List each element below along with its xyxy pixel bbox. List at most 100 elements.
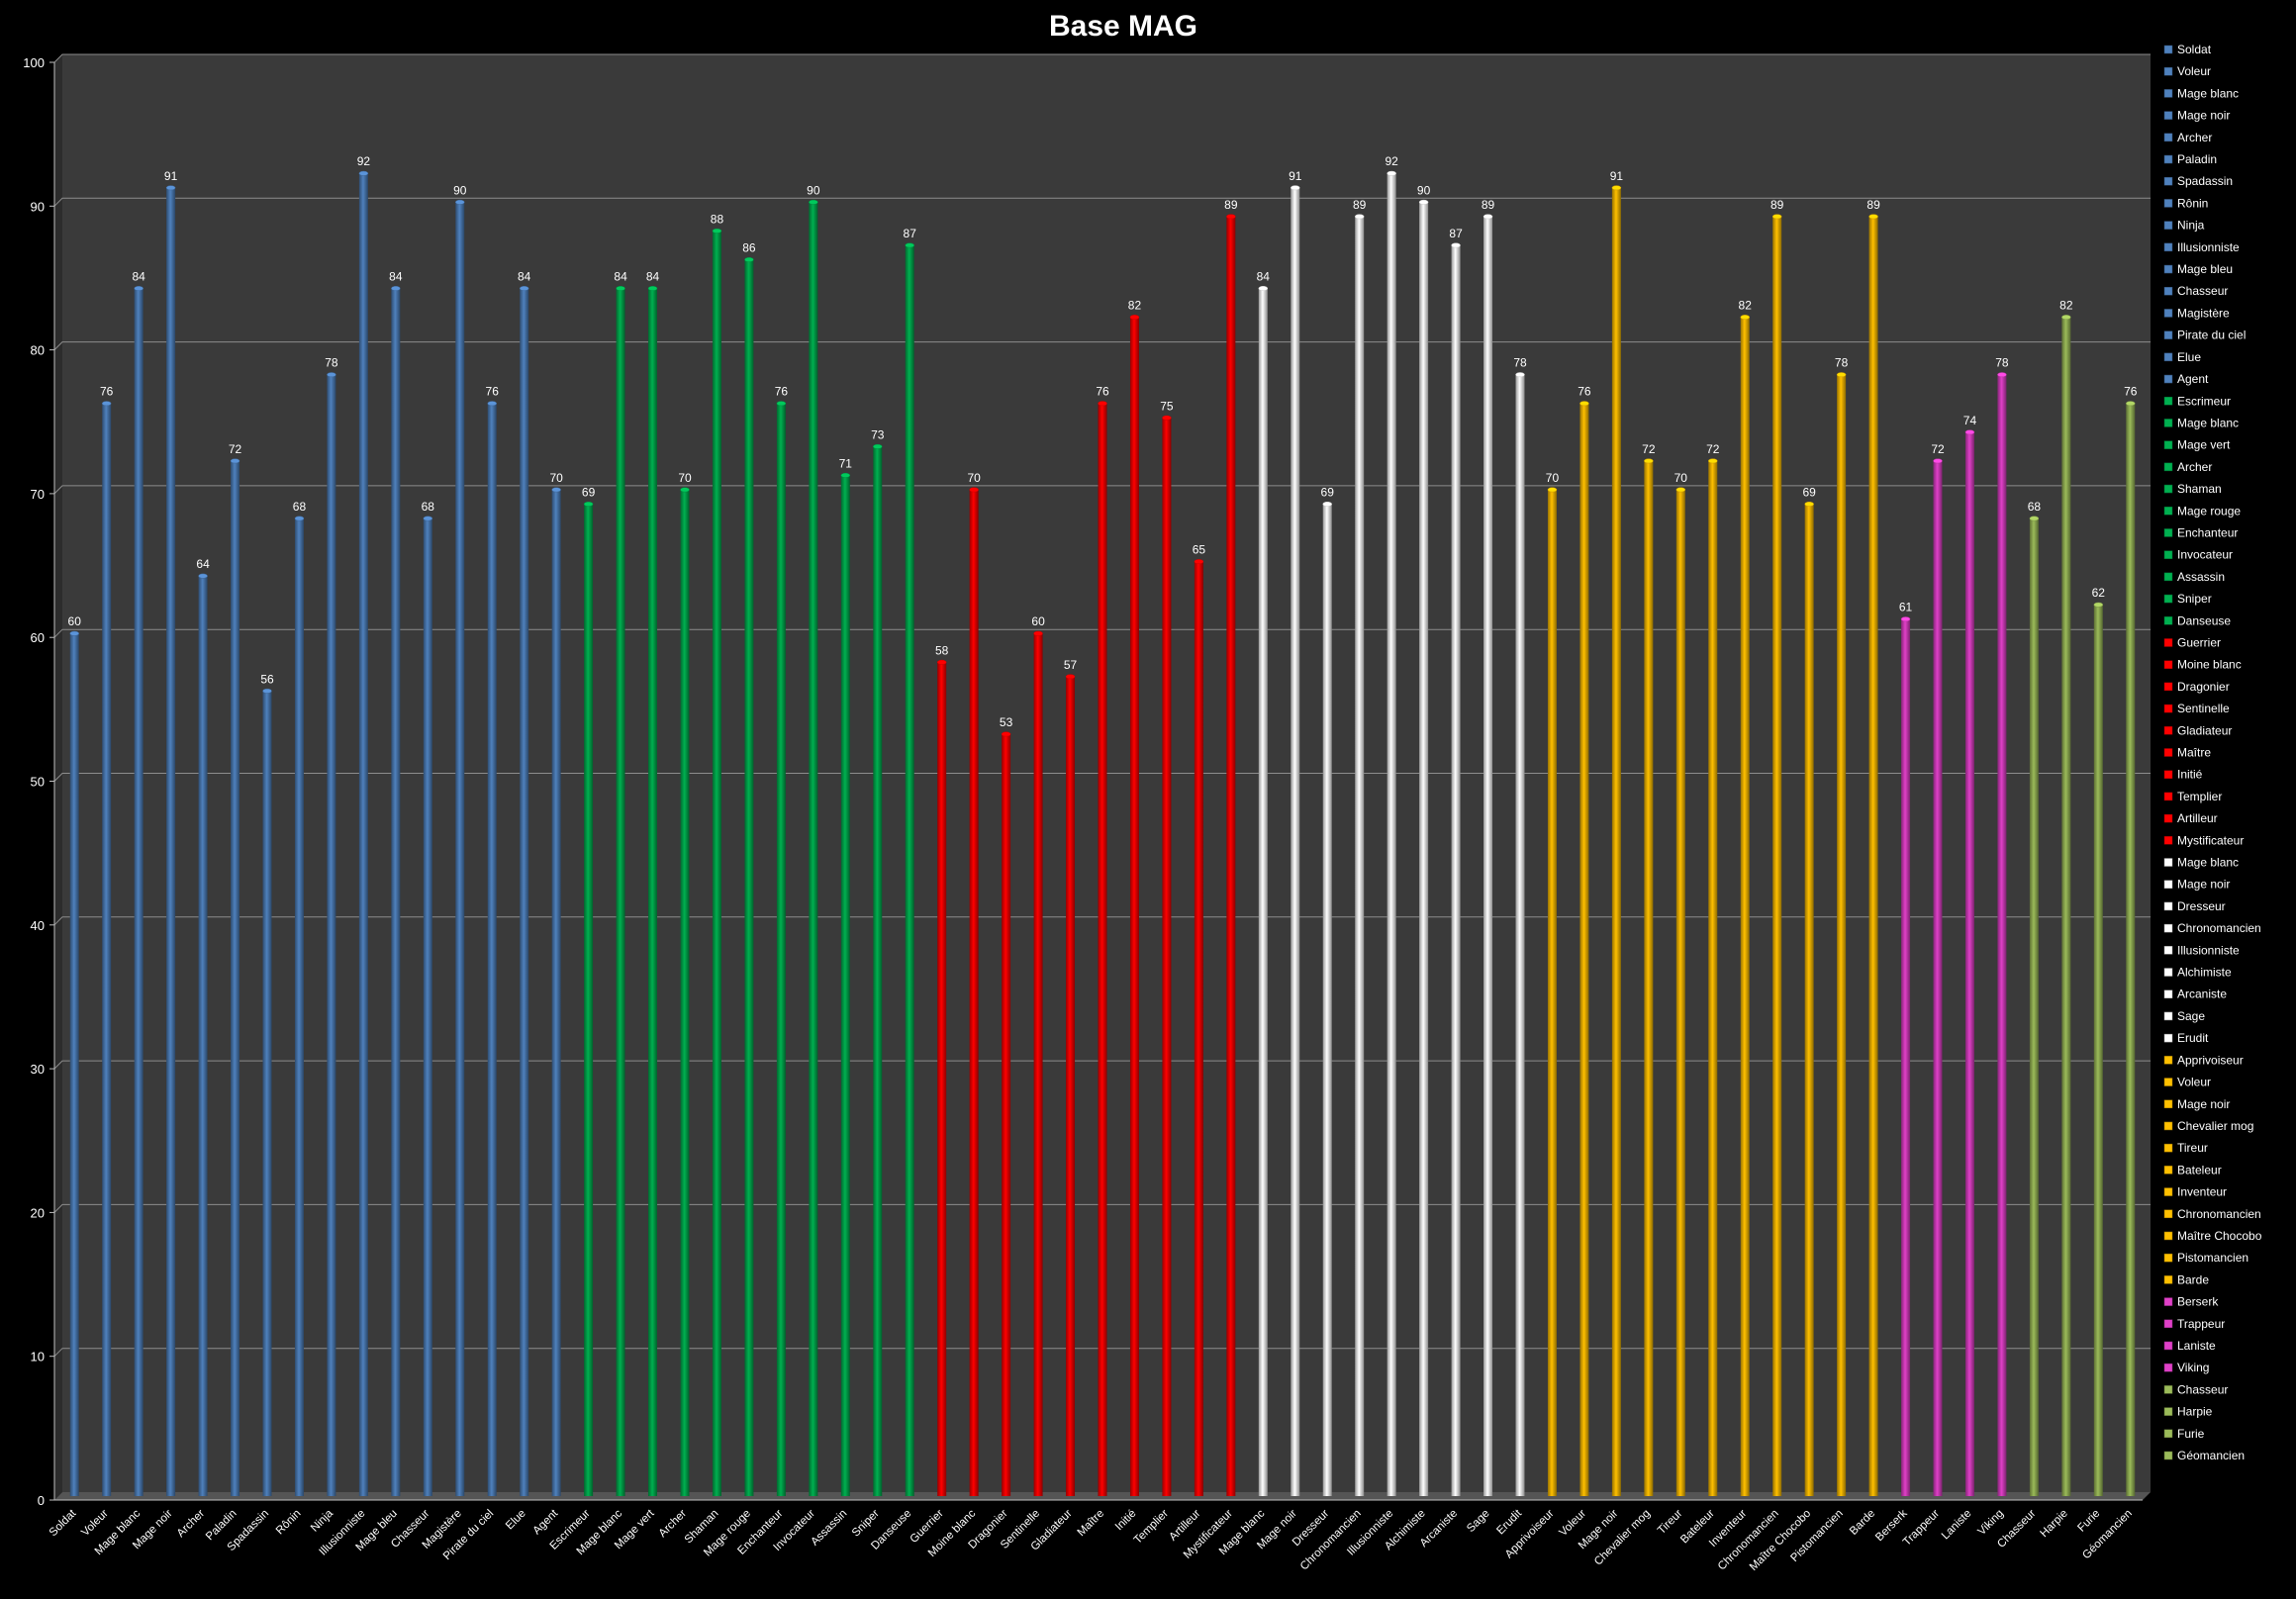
bar-cap: [1001, 731, 1011, 737]
legend-label: Elue: [2177, 350, 2201, 364]
legend-item: Paladin: [2163, 152, 2217, 166]
legend-label: Initié: [2177, 768, 2203, 782]
bar: 62: [2092, 586, 2105, 1496]
bar-cap: [776, 401, 787, 407]
bar-body: [1162, 418, 1172, 1496]
bar-value-label: 78: [1513, 356, 1527, 370]
bar-body: [969, 489, 979, 1496]
legend-item: Géomancien: [2163, 1449, 2245, 1462]
bar: 76: [775, 385, 788, 1497]
bar-cap: [1483, 214, 1493, 220]
y-tick-label: 50: [31, 775, 45, 790]
y-tick-label: 60: [31, 630, 45, 645]
bar-body: [1515, 374, 1525, 1496]
bar-value-label: 56: [260, 672, 274, 686]
legend-item: Guerrier: [2163, 635, 2221, 649]
legend-swatch: [2163, 1121, 2173, 1131]
bar-body: [1964, 431, 1974, 1496]
legend-label: Mage noir: [2177, 1097, 2230, 1111]
bar: 82: [1128, 299, 1141, 1496]
legend-label: Harpie: [2177, 1405, 2213, 1419]
legend-label: Paladin: [2177, 152, 2217, 166]
bar-cap: [1836, 372, 1847, 378]
bar-body: [1483, 216, 1493, 1497]
bar-cap: [1900, 616, 1911, 622]
legend-item: Mage noir: [2163, 109, 2230, 123]
bar-value-label: 92: [1385, 154, 1398, 168]
bar-body: [134, 288, 144, 1497]
bar-body: [551, 489, 561, 1496]
bar-value-label: 64: [196, 557, 210, 571]
legend-swatch: [2163, 199, 2173, 208]
legend-item: Escrimeur: [2163, 394, 2231, 408]
bar-cap: [2029, 516, 2040, 521]
bar-cap: [583, 501, 594, 507]
legend-label: Spadassin: [2177, 174, 2233, 188]
legend-swatch: [2163, 550, 2173, 559]
bar: 76: [1096, 385, 1109, 1497]
legend-swatch: [2163, 1275, 2173, 1284]
bar-value-label: 84: [389, 269, 403, 283]
bar: 72: [1931, 442, 1945, 1497]
legend-label: Chevalier mog: [2177, 1119, 2253, 1133]
legend-item: Tireur: [2163, 1141, 2208, 1155]
bar: 70: [967, 471, 981, 1496]
bar-cap: [198, 573, 208, 579]
legend-label: Pirate du ciel: [2177, 329, 2246, 342]
bar-body: [1772, 216, 1782, 1497]
legend-item: Artilleur: [2163, 811, 2218, 825]
legend-swatch: [2163, 1341, 2173, 1351]
legend-item: Laniste: [2163, 1339, 2216, 1353]
legend-label: Chasseur: [2177, 284, 2228, 298]
bar: 76: [486, 385, 499, 1497]
bar: 76: [100, 385, 114, 1497]
legend-swatch: [2163, 792, 2173, 801]
legend-item: Initié: [2163, 768, 2203, 782]
bar: 68: [293, 500, 306, 1496]
legend-label: Maître Chocobo: [2177, 1229, 2262, 1243]
bar-value-label: 78: [1995, 356, 2009, 370]
bar: 91: [1289, 169, 1302, 1496]
bar: 86: [742, 240, 756, 1496]
legend-swatch: [2163, 1253, 2173, 1263]
legend-item: Trappeur: [2163, 1317, 2225, 1331]
legend-label: Trappeur: [2177, 1317, 2225, 1331]
legend-item: Agent: [2163, 372, 2209, 386]
bar-value-label: 82: [1739, 299, 1753, 313]
legend-swatch: [2163, 286, 2173, 296]
bar: 75: [1160, 399, 1174, 1496]
bar-body: [1355, 216, 1365, 1497]
bar-body: [69, 633, 79, 1496]
bar-cap: [101, 401, 112, 407]
bar-cap: [1354, 214, 1365, 220]
bar-cap: [1515, 372, 1525, 378]
bar-cap: [1418, 199, 1429, 205]
legend-label: Chronomancien: [2177, 1207, 2261, 1221]
legend-label: Mage blanc: [2177, 86, 2239, 100]
bar-value-label: 86: [742, 240, 756, 254]
legend-swatch: [2163, 989, 2173, 998]
bar-body: [840, 475, 850, 1496]
bar-cap: [936, 659, 947, 665]
bar-value-label: 70: [1546, 471, 1560, 485]
legend-label: Barde: [2177, 1272, 2209, 1286]
bar-cap: [1611, 185, 1622, 191]
bar-value-label: 91: [1610, 169, 1624, 183]
legend-swatch: [2163, 1143, 2173, 1153]
bar-value-label: 89: [1224, 198, 1238, 212]
bar-cap: [1065, 674, 1076, 680]
bar-body: [680, 489, 690, 1496]
bar-cap: [712, 228, 722, 234]
bar-cap: [1740, 315, 1750, 320]
bar-body: [1291, 187, 1300, 1496]
bar-body: [1194, 561, 1203, 1496]
bar-body: [455, 202, 465, 1496]
bar-body: [327, 374, 336, 1496]
bar-body: [423, 517, 432, 1496]
bar: 84: [518, 269, 531, 1497]
bar: 87: [904, 227, 916, 1496]
bar-value-label: 70: [678, 471, 692, 485]
bar-cap: [69, 630, 79, 636]
legend-item: Sentinelle: [2163, 702, 2230, 715]
legend-label: Dresseur: [2177, 899, 2226, 913]
